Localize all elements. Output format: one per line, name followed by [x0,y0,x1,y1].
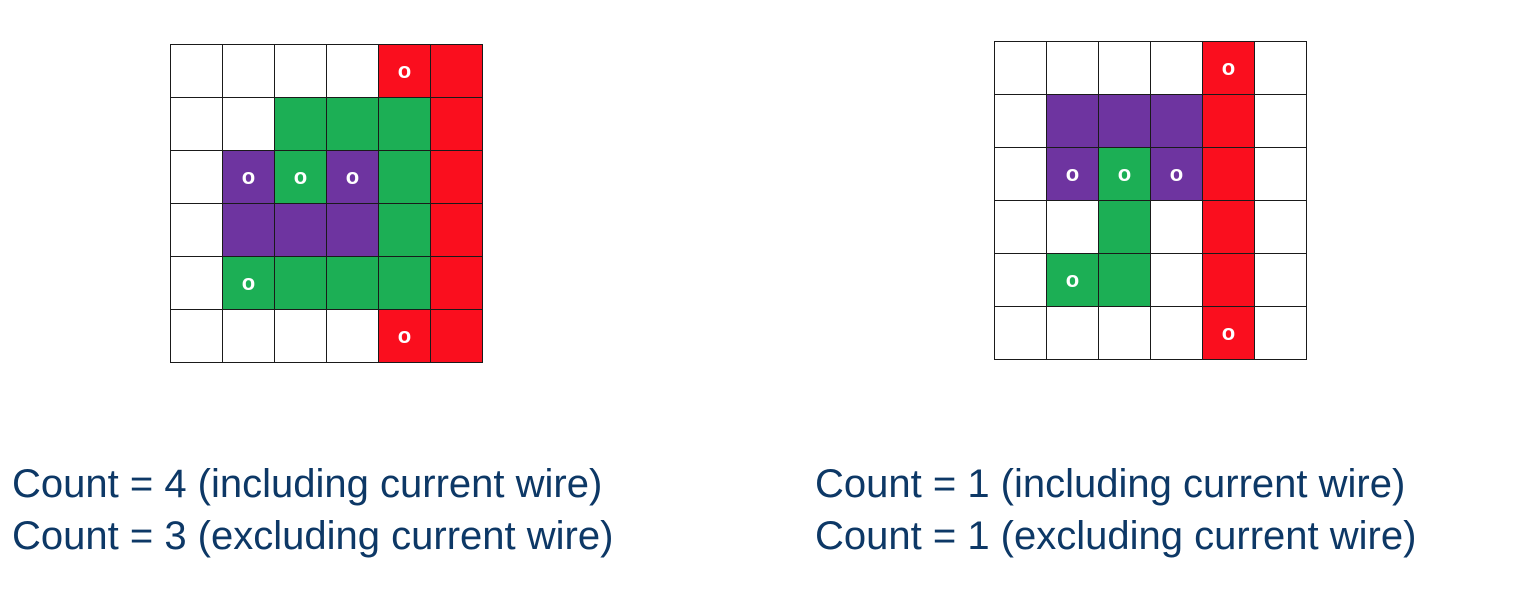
grid-cell-empty [995,148,1047,201]
grid-cell-red [431,257,483,310]
grid-cell-green [327,257,379,310]
grid-cell-empty [1151,254,1203,307]
grid-cell-empty [275,45,327,98]
grid-cell-red: o [1203,42,1255,95]
grid-cell-empty [1255,148,1307,201]
pin-marker: o [345,164,360,189]
grid-cell-empty [1255,42,1307,95]
grid-cell-empty [171,204,223,257]
pin-marker: o [241,270,256,295]
grid-cell-purple [1151,95,1203,148]
grid-cell-empty [1255,201,1307,254]
grid-cell-green [379,98,431,151]
grid-cell-empty [327,310,379,363]
grid-cell-empty [1255,307,1307,360]
grid-cell-empty [995,307,1047,360]
grid-cell-red [1203,254,1255,307]
grid-cell-empty [171,310,223,363]
right-count-including: Count = 1 (including current wire) [815,462,1406,506]
grid-cell-empty [223,45,275,98]
grid-cell-empty [1151,201,1203,254]
grid-cell-purple [1099,95,1151,148]
grid-cell-empty [995,95,1047,148]
left-count-excluding: Count = 3 (excluding current wire) [12,514,614,558]
grid-cell-red [431,98,483,151]
grid-cell-green [1099,254,1151,307]
grid-cell-purple: o [223,151,275,204]
grid-cell-empty [1047,307,1099,360]
grid-cell-green: o [275,151,327,204]
grid-cell-red [431,310,483,363]
grid-cell-purple: o [327,151,379,204]
grid-cell-green [379,204,431,257]
grid-cell-empty [171,257,223,310]
pin-marker: o [293,164,308,189]
grid-cell-red [1203,95,1255,148]
grid-cell-green [379,151,431,204]
grid-cell-empty [1255,95,1307,148]
grid-cell-purple [1047,95,1099,148]
grid-cell-empty [223,98,275,151]
grid-cell-empty [223,310,275,363]
grid-cell-empty [1047,42,1099,95]
grid-cell-green [379,257,431,310]
grid-cell-green [1099,201,1151,254]
grid-cell-purple [275,204,327,257]
grid-cell-empty [327,45,379,98]
right-caption: Count = 1 (including current wire) Count… [815,458,1416,562]
grid-cell-red: o [379,310,431,363]
grid-cell-purple [223,204,275,257]
grid-cell-empty [1099,307,1151,360]
pin-marker: o [397,58,412,83]
grid-cell-empty [275,310,327,363]
grid-cell-empty [1099,42,1151,95]
pin-marker: o [241,164,256,189]
grid-cell-empty [1151,42,1203,95]
grid-cell-green: o [223,257,275,310]
grid-cell-red [431,151,483,204]
grid-cell-red: o [379,45,431,98]
grid-cell-green [327,98,379,151]
left-routing-grid: o o o o o o [170,44,483,363]
grid-cell-empty [1047,201,1099,254]
pin-marker: o [1169,161,1184,186]
pin-marker: o [1065,267,1080,292]
grid-cell-purple: o [1151,148,1203,201]
grid-cell-empty [995,201,1047,254]
grid-cell-green [275,257,327,310]
grid-cell-green [275,98,327,151]
grid-cell-empty [171,45,223,98]
left-count-including: Count = 4 (including current wire) [12,462,603,506]
grid-cell-green: o [1047,254,1099,307]
grid-cell-empty [995,42,1047,95]
grid-cell-red [1203,148,1255,201]
pin-marker: o [1117,161,1132,186]
grid-cell-empty [995,254,1047,307]
grid-cell-red [431,45,483,98]
grid-cell-red [1203,201,1255,254]
grid-cell-red [431,204,483,257]
right-routing-grid: o o o o o o [994,41,1307,360]
grid-cell-empty [171,98,223,151]
right-count-excluding: Count = 1 (excluding current wire) [815,514,1417,558]
left-caption: Count = 4 (including current wire) Count… [12,458,613,562]
grid-cell-empty [171,151,223,204]
grid-cell-purple: o [1047,148,1099,201]
grid-cell-empty [1255,254,1307,307]
grid-cell-empty [1151,307,1203,360]
pin-marker: o [1221,320,1236,345]
pin-marker: o [1065,161,1080,186]
pin-marker: o [1221,55,1236,80]
pin-marker: o [397,323,412,348]
grid-cell-green: o [1099,148,1151,201]
grid-cell-purple [327,204,379,257]
grid-cell-red: o [1203,307,1255,360]
